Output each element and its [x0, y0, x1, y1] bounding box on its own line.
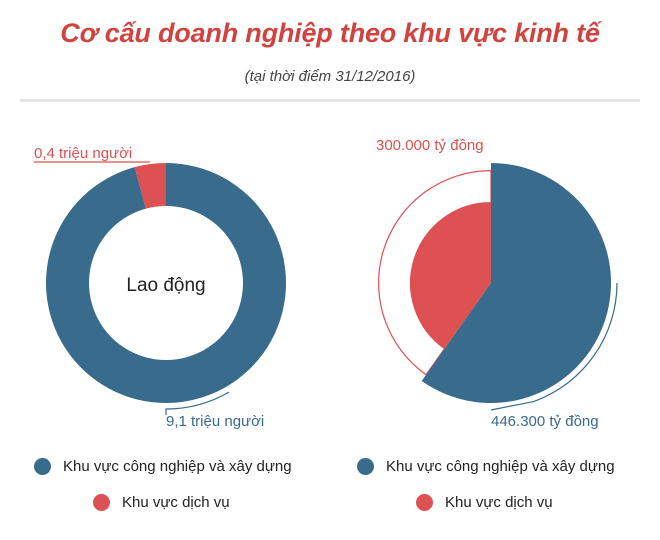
capital-service-data-label: 300.000 tỷ đồng [376, 137, 484, 154]
legend-left-industry: Khu vực công nghiệp và xây dựng [34, 458, 292, 475]
capital-rose-chart: 300.000 tỷ đồng 446.300 tỷ đồng [376, 137, 618, 430]
chart-title: Cơ cấu doanh nghiệp theo khu vực kinh tế [60, 18, 600, 48]
legend-dot-industry [34, 458, 51, 475]
legend-label-service: Khu vực dịch vụ [122, 494, 230, 511]
labor-industry-leader-line [165, 391, 230, 415]
legend-label-industry: Khu vực công nghiệp và xây dựng [386, 458, 615, 475]
legend-left-service: Khu vực dịch vụ [93, 494, 230, 511]
legend-dot-service [416, 494, 433, 511]
header-divider [20, 99, 640, 102]
legend-right-industry: Khu vực công nghiệp và xây dựng [357, 458, 615, 475]
labor-donut-chart: Lao động 0,4 triệu người 9,1 triệu người [34, 145, 287, 430]
labor-industry-slice [46, 163, 287, 404]
legend-right-service: Khu vực dịch vụ [416, 494, 553, 511]
capital-industry-data-label: 446.300 tỷ đồng [491, 413, 599, 430]
capital-industry-leader-line [490, 282, 618, 411]
legend-dot-service [93, 494, 110, 511]
labor-service-data-label: 0,4 triệu người [34, 145, 132, 162]
labor-service-slice [134, 163, 166, 209]
labor-industry-data-label: 9,1 triệu người [166, 413, 264, 430]
legend-dot-industry [357, 458, 374, 475]
capital-industry-slice [421, 163, 611, 403]
legend-label-service: Khu vực dịch vụ [445, 494, 553, 511]
legend-label-industry: Khu vực công nghiệp và xây dựng [63, 458, 292, 475]
chart-subtitle: (tại thời điểm 31/12/2016) [244, 68, 416, 85]
capital-service-slice [410, 202, 491, 349]
labor-center-label: Lao động [126, 275, 205, 296]
